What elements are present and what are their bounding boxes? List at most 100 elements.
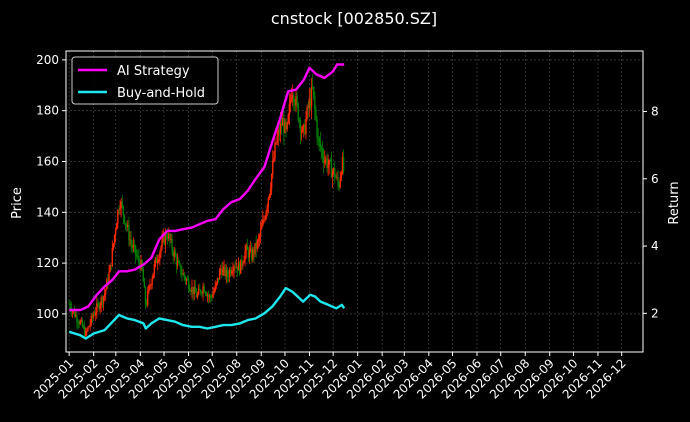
candle-body: [287, 114, 289, 123]
candle-body: [134, 245, 137, 255]
candle-body: [207, 294, 210, 297]
candle-body: [322, 156, 325, 164]
candle-body: [257, 238, 260, 241]
candle-body: [314, 95, 316, 110]
candle-body: [202, 286, 204, 294]
candle-body: [169, 233, 171, 241]
candle-body: [172, 250, 174, 257]
candle-body: [210, 296, 212, 298]
candle-body: [155, 257, 158, 263]
candle-body: [213, 290, 215, 294]
candle-body: [121, 201, 123, 206]
ai-strategy-line: [69, 63, 345, 312]
candle-body: [319, 140, 322, 148]
candle-body: [182, 273, 184, 275]
candle-body: [152, 273, 154, 279]
candle-body: [149, 285, 151, 287]
left-axis-tick-label: 120: [36, 256, 59, 270]
candle-body: [215, 282, 218, 286]
buy-and-hold-line: [68, 286, 346, 340]
candle-body: [305, 119, 307, 135]
candle-body: [128, 225, 130, 241]
candle-body: [297, 103, 299, 121]
candle-body: [264, 218, 266, 220]
candle-body: [269, 188, 272, 195]
candle-body: [212, 293, 214, 298]
candle-body: [118, 210, 120, 211]
candle-body: [173, 251, 175, 257]
candle-body: [192, 287, 194, 295]
candle-body: [127, 225, 129, 228]
candle-body: [321, 149, 324, 157]
left-axis: 100 120 140 160 180 200: [36, 53, 66, 321]
candle-body: [195, 292, 198, 298]
candle-body: [75, 315, 77, 317]
candle-body: [80, 320, 83, 322]
candle-body: [230, 269, 232, 274]
candle-body: [164, 233, 167, 245]
candle-body: [197, 288, 200, 295]
candle-body: [73, 310, 76, 317]
candle-body: [113, 235, 116, 244]
candle-body: [239, 259, 242, 274]
candle-body: [95, 312, 97, 315]
candle-body: [76, 315, 78, 322]
candle-body: [286, 122, 288, 130]
candle-body: [318, 137, 320, 141]
candle-body: [101, 297, 104, 304]
candle-body: [126, 224, 128, 228]
candle-body: [267, 197, 270, 207]
candle-body: [166, 237, 169, 239]
candle-body: [77, 321, 79, 324]
candle-body: [205, 293, 208, 296]
candle-body: [335, 177, 337, 179]
candle-body: [337, 177, 339, 185]
candle-body: [251, 248, 253, 260]
candle-body: [199, 288, 201, 291]
candle-body: [218, 270, 221, 280]
y-axis-label-right: Return: [667, 181, 682, 224]
candle-body: [341, 157, 344, 173]
candle-body: [290, 97, 293, 101]
candle-body: [280, 123, 283, 126]
candle-body: [178, 261, 180, 263]
candle-body: [151, 278, 153, 286]
candle-body: [142, 269, 145, 282]
candle-body: [186, 279, 189, 281]
candle-body: [104, 289, 107, 295]
candle-body: [306, 106, 308, 120]
candle-body: [88, 326, 90, 328]
candle-body: [163, 235, 166, 245]
candle-body: [153, 263, 156, 274]
candle-body: [132, 245, 135, 248]
candle-body: [253, 249, 255, 255]
chart-title: cnstock [002850.SZ]: [271, 9, 437, 28]
candle-body: [114, 229, 117, 236]
candle-body: [220, 268, 222, 271]
candle-body: [130, 239, 132, 245]
candle-body: [111, 247, 114, 266]
candle-body: [160, 247, 162, 253]
left-axis-tick-label: 140: [36, 205, 59, 219]
candle-body: [277, 129, 280, 136]
candle-body: [214, 285, 216, 291]
candle-body: [222, 268, 224, 276]
candle-body: [273, 158, 275, 161]
candle-body: [193, 286, 195, 295]
candle-body: [108, 272, 110, 284]
candle-body: [90, 315, 92, 324]
candle-body: [252, 249, 254, 260]
candle-body: [242, 263, 244, 266]
candle-body: [247, 249, 250, 258]
candle-body: [301, 127, 304, 132]
candle-body: [334, 168, 336, 178]
candle-body: [117, 210, 119, 224]
candle-body: [289, 100, 292, 104]
candle-body: [148, 285, 150, 292]
candle-body: [123, 215, 126, 224]
y-axis-label-left: Price: [10, 187, 25, 219]
candle-body: [330, 160, 333, 178]
candle-body: [244, 250, 246, 261]
candle-body: [226, 269, 229, 277]
candle-body: [116, 223, 118, 230]
